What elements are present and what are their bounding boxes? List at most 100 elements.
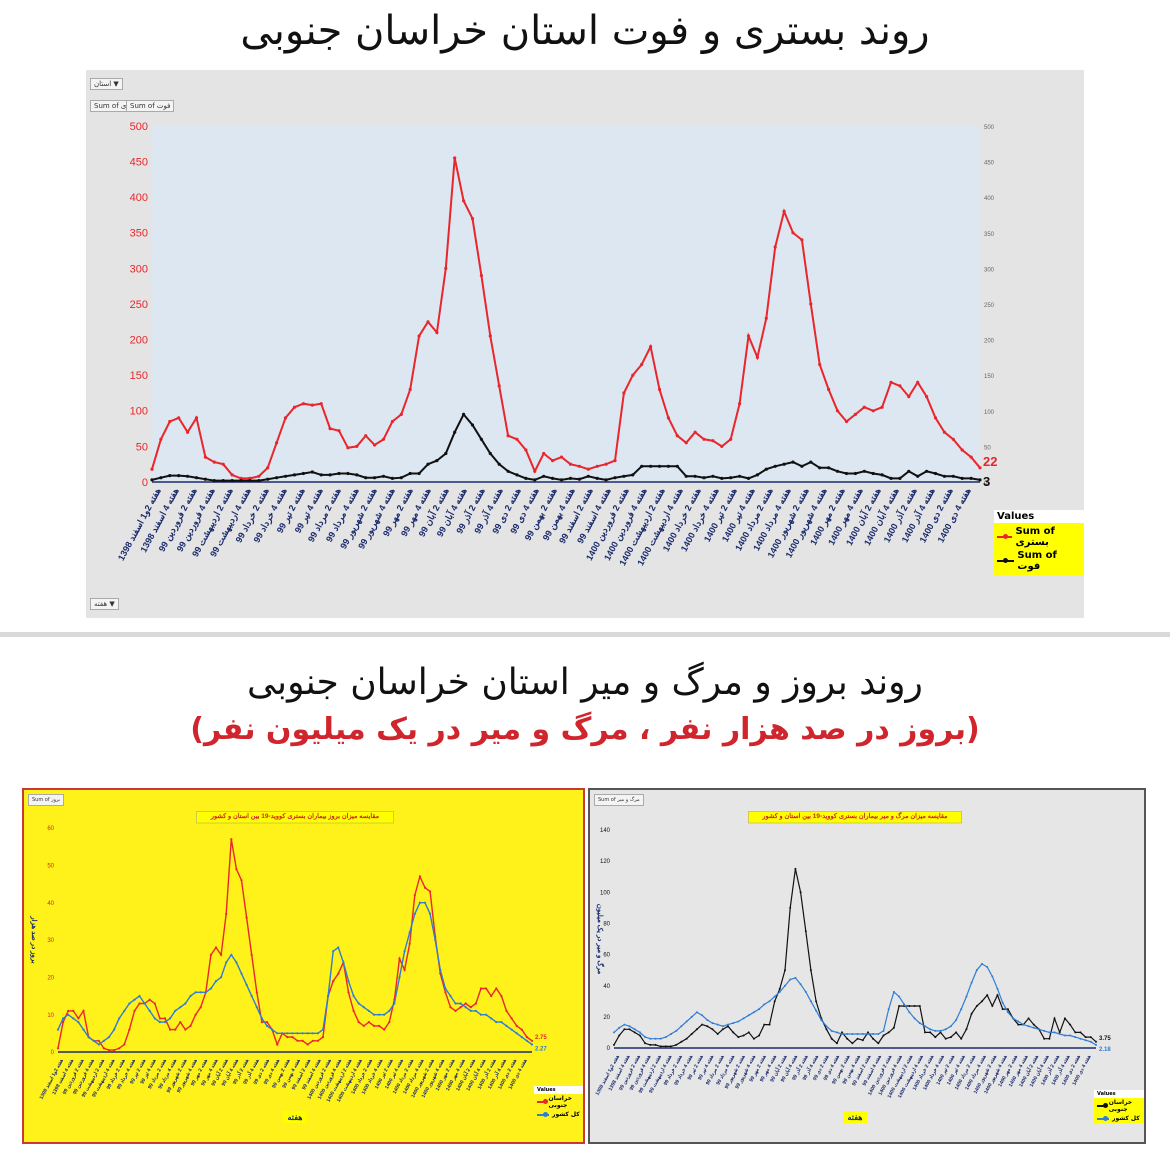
data-point	[799, 983, 802, 986]
data-point	[675, 1029, 678, 1032]
data-point	[778, 987, 781, 990]
data-point	[479, 987, 483, 990]
data-point	[758, 1034, 761, 1037]
data-point	[235, 961, 238, 964]
data-point	[623, 1023, 626, 1026]
data-point	[194, 1013, 197, 1016]
data-point	[426, 320, 430, 324]
data-point	[773, 1000, 776, 1003]
week-field-button[interactable]: هفته ▼	[90, 598, 119, 610]
data-point	[1095, 1043, 1097, 1046]
data-point	[444, 266, 448, 270]
y-tick-label: 0	[51, 1050, 55, 1056]
data-point	[764, 316, 768, 320]
top-section-title: روند بستری و فوت استان خراسان جنوبی	[240, 8, 930, 54]
data-point	[159, 476, 163, 480]
data-point	[373, 443, 377, 447]
data-point	[378, 1013, 381, 1016]
data-point	[654, 1043, 657, 1046]
legend-item-death: Sum of فوت	[994, 549, 1084, 573]
x-axis-label-box	[283, 1111, 307, 1123]
data-point	[306, 1043, 309, 1046]
data-point	[169, 1028, 172, 1031]
field-button-death[interactable]: Sum of فوت	[126, 100, 175, 112]
data-point	[794, 867, 797, 870]
data-point	[898, 476, 902, 480]
data-point	[827, 387, 831, 391]
data-point	[918, 1005, 921, 1007]
data-point	[729, 437, 733, 441]
data-point	[738, 474, 742, 478]
data-point	[809, 302, 813, 306]
data-point	[747, 1031, 750, 1034]
data-point	[622, 474, 626, 478]
secondary-y-tick-label: 250	[984, 303, 995, 309]
data-point	[934, 1029, 937, 1032]
data-point	[82, 1028, 85, 1031]
mortality-legend: Values خراسان جنوبی کل کشور	[1094, 1090, 1144, 1123]
data-point	[949, 1036, 952, 1039]
data-point	[711, 1022, 714, 1025]
data-point	[248, 479, 252, 483]
data-point	[56, 1028, 60, 1031]
data-point	[311, 1039, 314, 1042]
data-point	[924, 1025, 926, 1028]
data-point	[266, 466, 270, 470]
data-point	[292, 405, 297, 409]
data-point	[782, 209, 786, 213]
data-point	[1001, 1001, 1004, 1004]
data-point	[969, 455, 973, 459]
data-point	[908, 1005, 911, 1007]
data-point	[622, 391, 626, 395]
data-point	[383, 1028, 386, 1031]
data-point	[1095, 1040, 1097, 1043]
data-point	[644, 1042, 647, 1045]
province-filter-button[interactable]: استان ▼	[90, 78, 123, 90]
end-value-label: 2.27	[535, 1047, 547, 1053]
legend-title: Values	[1094, 1090, 1144, 1098]
data-point	[960, 1008, 963, 1011]
data-point	[830, 1029, 833, 1032]
legend-label: خراسان جنوبی	[548, 1095, 572, 1109]
data-point	[752, 1037, 755, 1040]
y-tick-label: 20	[47, 975, 54, 981]
data-point	[1058, 1033, 1061, 1035]
data-point	[1053, 1017, 1056, 1020]
data-point	[364, 434, 368, 438]
data-point	[417, 471, 421, 476]
data-point	[372, 1013, 376, 1016]
data-point	[1048, 1037, 1051, 1040]
data-point	[364, 476, 368, 480]
data-point	[490, 994, 493, 998]
data-point	[1089, 1036, 1092, 1039]
mortality-field-button[interactable]: Sum of مرگ و میر	[594, 794, 644, 806]
data-point	[342, 961, 345, 964]
data-point	[623, 1028, 626, 1031]
data-point	[118, 1017, 121, 1020]
y-tick-label: 80	[603, 922, 610, 928]
data-point	[763, 1023, 766, 1026]
legend-label: خراسان جنوبی	[1108, 1099, 1133, 1113]
data-point	[631, 473, 635, 477]
data-point	[978, 466, 982, 470]
secondary-y-tick-label: 200	[984, 339, 995, 345]
data-point	[474, 1009, 477, 1012]
data-point	[773, 245, 777, 249]
data-point	[613, 1031, 615, 1034]
data-point	[649, 1043, 652, 1046]
data-point	[408, 942, 411, 945]
data-point	[184, 1028, 187, 1031]
secondary-y-tick-label: 400	[984, 196, 995, 202]
data-point	[177, 474, 181, 478]
data-point	[577, 464, 581, 468]
data-point	[490, 1017, 493, 1020]
incidence-field-button[interactable]: Sum of بروز	[28, 794, 65, 806]
data-point	[230, 838, 233, 841]
data-point	[337, 429, 341, 433]
data-point	[265, 1024, 269, 1027]
y-tick-label: 450	[130, 156, 148, 168]
data-point	[711, 474, 715, 478]
data-point	[520, 1036, 523, 1039]
data-point	[515, 473, 519, 477]
secondary-y-tick-label: 50	[984, 445, 991, 451]
